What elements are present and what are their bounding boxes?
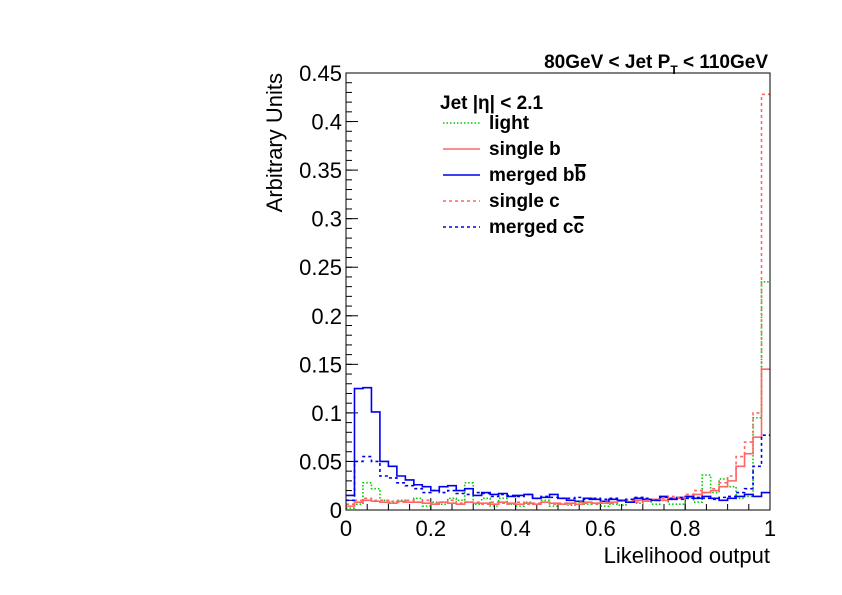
series-line-merged-cc- bbox=[346, 434, 770, 502]
x-tick-label: 0.2 bbox=[416, 516, 447, 541]
x-tick-label: 0.6 bbox=[585, 516, 616, 541]
series-line-single-b bbox=[346, 368, 770, 507]
legend: Jet |η| < 2.1 light single b merged bb sing… bbox=[440, 93, 586, 238]
x-tick-label: 0.4 bbox=[500, 516, 531, 541]
plot-frame bbox=[345, 72, 771, 511]
legend-label: merged cc bbox=[489, 217, 584, 238]
series-line-light bbox=[346, 280, 770, 509]
y-tick-label: 0.05 bbox=[299, 449, 342, 474]
legend-label: merged bb bbox=[489, 165, 586, 186]
y-tick-label: 0.2 bbox=[311, 304, 342, 329]
legend-label: single b bbox=[489, 139, 561, 160]
legend-label: light bbox=[489, 113, 530, 134]
legend-header: Jet |η| < 2.1 bbox=[440, 93, 543, 114]
y-tick-label: 0.4 bbox=[311, 110, 342, 135]
y-axis-label: Arbitrary Units bbox=[262, 73, 287, 212]
y-tick-label: 0.3 bbox=[311, 207, 342, 232]
histogram-series bbox=[346, 93, 770, 509]
x-axis-label: Likelihood output bbox=[604, 543, 770, 568]
x-tick-label: 0 bbox=[340, 516, 352, 541]
legend-label: single c bbox=[489, 191, 560, 212]
y-tick-label: 0 bbox=[330, 498, 342, 523]
y-tick-label: 0.45 bbox=[299, 61, 342, 86]
y-tick-label: 0.25 bbox=[299, 255, 342, 280]
x-tick-label: 1 bbox=[764, 516, 776, 541]
series-line-merged-bb- bbox=[346, 386, 770, 504]
y-tick-label: 0.15 bbox=[299, 352, 342, 377]
x-tick-label: 0.8 bbox=[670, 516, 701, 541]
axis-ticks: 0 0.05 0.1 0.15 0.2 0.25 0.3 0.35 0.4 0.45 0 0.2 0.4… bbox=[299, 61, 776, 541]
chart-title: 80GeV < Jet PT < 110GeV bbox=[544, 52, 768, 77]
y-tick-label: 0.1 bbox=[311, 401, 342, 426]
series-line-single-c bbox=[346, 93, 770, 505]
y-tick-label: 0.35 bbox=[299, 158, 342, 183]
